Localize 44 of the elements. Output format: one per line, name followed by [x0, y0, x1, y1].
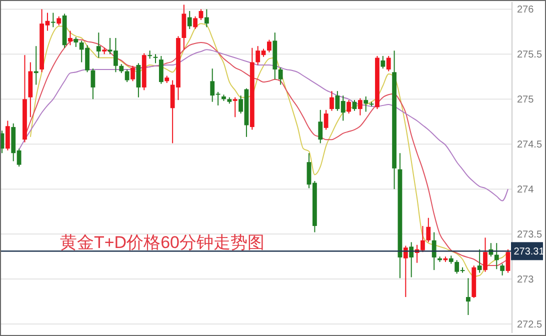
candlestick	[50, 12, 56, 28]
candlestick	[318, 109, 323, 144]
candlestick	[96, 32, 101, 58]
y-tick-label: 275	[517, 94, 534, 106]
candlestick	[204, 8, 209, 28]
candlestick	[130, 65, 135, 82]
y-tick-label: 274.5	[517, 140, 542, 151]
candlestick	[506, 248, 510, 274]
y-tick-label: 275.5	[517, 50, 542, 61]
candlestick	[232, 96, 238, 118]
candlestick	[346, 100, 352, 114]
y-tick-label: 273	[517, 274, 534, 286]
candlestick	[187, 10, 192, 30]
text: 黄金T+D价格60分钟走势图	[60, 233, 264, 252]
ref-line-label: 273.31	[514, 246, 545, 258]
y-tick-label: 272.5	[517, 320, 542, 331]
candlestick	[426, 217, 431, 243]
candlestick	[278, 67, 283, 86]
candlestick	[477, 248, 482, 274]
candlestick	[90, 68, 96, 100]
candlestick	[364, 96, 368, 112]
candlestick	[68, 30, 72, 46]
candlestick	[330, 90, 334, 112]
candlestick	[74, 36, 78, 48]
candlestick	[193, 16, 198, 30]
y-tick-label: 273.5	[517, 230, 542, 241]
candlestick	[409, 242, 414, 278]
candlestick	[494, 242, 499, 270]
y-tick-label: 276	[517, 4, 534, 16]
candlestick	[124, 68, 130, 83]
candlestick	[483, 237, 488, 272]
candlestick	[267, 39, 272, 53]
candlestick	[466, 278, 470, 316]
candlestick	[403, 245, 408, 298]
candlestick	[158, 55, 164, 84]
candlestick	[386, 55, 391, 72]
candlestick	[136, 62, 141, 98]
candlestick	[324, 109, 328, 130]
y-tick-label: 274	[517, 184, 534, 196]
candlestick	[358, 98, 362, 116]
candlestick	[5, 120, 10, 151]
candlestick	[380, 55, 386, 70]
candlestick	[432, 232, 436, 271]
candlestick	[500, 263, 505, 276]
